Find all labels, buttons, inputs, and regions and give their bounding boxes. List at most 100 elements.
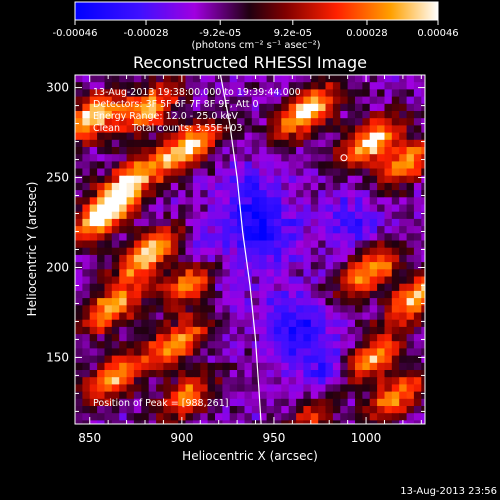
- heatmap-cell: [192, 348, 201, 357]
- heatmap-cell: [399, 290, 408, 299]
- heatmap-cell: [222, 125, 231, 134]
- heatmap-cell: [244, 247, 253, 256]
- heatmap-cell: [303, 370, 312, 378]
- heatmap-cell: [104, 341, 113, 349]
- heatmap-cell: [192, 305, 201, 314]
- heatmap-cell: [170, 139, 179, 148]
- heatmap-cell: [148, 82, 157, 90]
- heatmap-cell: [325, 413, 334, 421]
- heatmap-cell: [391, 154, 400, 162]
- heatmap-cell: [325, 298, 334, 306]
- heatmap-cell: [200, 406, 209, 414]
- heatmap-cell: [215, 211, 223, 220]
- heatmap-cell: [237, 355, 246, 364]
- heatmap-cell: [133, 218, 142, 227]
- heatmap-cell: [170, 269, 179, 278]
- heatmap-cell: [391, 377, 400, 385]
- heatmap-cell: [207, 319, 216, 328]
- heatmap-cell: [104, 175, 113, 184]
- heatmap-cell: [251, 247, 260, 256]
- heatmap-cell: [148, 370, 157, 378]
- heatmap-cell: [318, 413, 327, 421]
- heatmap-cell: [170, 391, 179, 400]
- heatmap-cell: [237, 204, 246, 213]
- heatmap-cell: [413, 247, 422, 256]
- heatmap-cell: [82, 247, 91, 256]
- heatmap-cell: [215, 190, 223, 198]
- heatmap-cell: [133, 204, 142, 213]
- heatmap-cell: [391, 190, 400, 198]
- heatmap-cell: [332, 341, 341, 349]
- heatmap-cell: [325, 147, 334, 155]
- heatmap-cell: [119, 312, 128, 321]
- heatmap-cell: [266, 211, 275, 220]
- heatmap-cell: [229, 233, 238, 242]
- heatmap-cell: [170, 154, 179, 162]
- heatmap-cell: [259, 406, 268, 414]
- heatmap-cell: [340, 428, 348, 436]
- heatmap-cell: [192, 283, 201, 292]
- heatmap-cell: [288, 262, 297, 270]
- heatmap-cell: [325, 233, 334, 242]
- heatmap-cell: [156, 182, 165, 191]
- heatmap-cell: [200, 305, 209, 314]
- heatmap-cell: [296, 82, 305, 90]
- heatmap-cell: [369, 182, 378, 191]
- heatmap-cell: [347, 75, 356, 83]
- heatmap-cell: [185, 398, 194, 407]
- heatmap-cell: [229, 420, 238, 424]
- heatmap-cell: [75, 283, 83, 292]
- heatmap-cell: [347, 377, 356, 385]
- heatmap-cell: [406, 168, 415, 177]
- heatmap-cell: [266, 276, 275, 285]
- heatmap-cell: [82, 218, 91, 227]
- heatmap-cell: [429, 269, 437, 277]
- heatmap-cell: [421, 197, 425, 206]
- heatmap-cell: [399, 226, 408, 234]
- heatmap-cell: [413, 283, 422, 292]
- heatmap-cell: [141, 377, 150, 385]
- heatmap-cell: [97, 420, 106, 424]
- heatmap-cell: [111, 161, 120, 170]
- heatmap-cell: [229, 89, 238, 98]
- heatmap-cell: [244, 82, 253, 90]
- heatmap-cell: [347, 118, 356, 126]
- heatmap-cell: [97, 398, 106, 407]
- heatmap-cell: [156, 89, 165, 98]
- heatmap-cell: [163, 413, 172, 421]
- heatmap-cell: [310, 190, 319, 198]
- heatmap-cell: [178, 326, 187, 335]
- heatmap-cell: [97, 406, 106, 414]
- heatmap-cell: [340, 362, 349, 371]
- heatmap-cell: [148, 334, 157, 342]
- heatmap-cell: [141, 262, 150, 270]
- heatmap-cell: [97, 326, 106, 335]
- heatmap-cell: [362, 384, 371, 393]
- heatmap-cell: [207, 190, 216, 198]
- heatmap-cell: [406, 190, 415, 198]
- heatmap-cell: [281, 111, 290, 119]
- heatmap-cell: [303, 147, 312, 155]
- heatmap-cell: [215, 319, 223, 328]
- heatmap-cell: [406, 89, 415, 98]
- heatmap-cell: [340, 312, 349, 321]
- heatmap-cell: [377, 334, 386, 342]
- heatmap-cell: [377, 391, 386, 400]
- heatmap-cell: [296, 154, 305, 162]
- heatmap-cell: [222, 377, 231, 385]
- heatmap-cell: [156, 218, 165, 227]
- heatmap-cell: [75, 276, 83, 285]
- heatmap-cell: [332, 262, 341, 270]
- heatmap-cell: [126, 161, 135, 170]
- heatmap-cell: [126, 377, 135, 385]
- heatmap-cell: [391, 125, 400, 134]
- heatmap-cell: [119, 334, 128, 342]
- peak-point: [340, 154, 348, 162]
- heatmap-cell: [413, 290, 422, 299]
- heatmap-cell: [281, 254, 290, 263]
- heatmap-cell: [237, 147, 246, 155]
- heatmap-cell: [259, 147, 268, 155]
- heatmap-cell: [200, 391, 209, 400]
- heatmap-cell: [105, 428, 113, 436]
- heatmap-cell: [89, 132, 98, 141]
